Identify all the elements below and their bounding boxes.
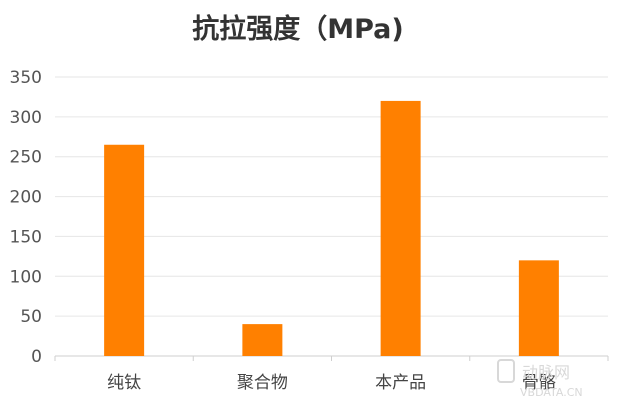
y-axis: 0 50 100 150 200 250 300 350 (10, 68, 42, 367)
y-tick-label: 350 (10, 68, 42, 88)
chart-title: 抗拉强度（MPa) (192, 13, 404, 45)
x-tick-label: 本产品 (375, 373, 426, 393)
x-tick-label: 纯钛 (107, 373, 141, 393)
bar-0 (104, 144, 145, 356)
x-axis: 纯钛 聚合物 本产品 骨骼 (54, 356, 609, 393)
x-tick-label: 骨骼 (522, 373, 556, 393)
watermark-logo: 动脉网 VBDATA.CN (497, 359, 583, 399)
watermark-subtext: VBDATA.CN (520, 386, 583, 399)
y-tick-label: 0 (31, 347, 42, 367)
y-tick-label: 150 (10, 227, 42, 247)
bar-2 (380, 100, 421, 357)
bar-1 (242, 324, 283, 356)
watermark-text: 动脉网 (522, 363, 570, 382)
y-tick-label: 50 (20, 307, 42, 327)
x-tick-label: 聚合物 (237, 373, 288, 393)
y-tick-label: 100 (10, 267, 42, 287)
gridlines (55, 76, 608, 357)
y-tick-label: 250 (10, 148, 42, 168)
bar-3 (518, 260, 559, 356)
y-tick-label: 300 (10, 108, 42, 128)
bars (104, 100, 559, 357)
y-tick-label: 200 (10, 188, 42, 208)
